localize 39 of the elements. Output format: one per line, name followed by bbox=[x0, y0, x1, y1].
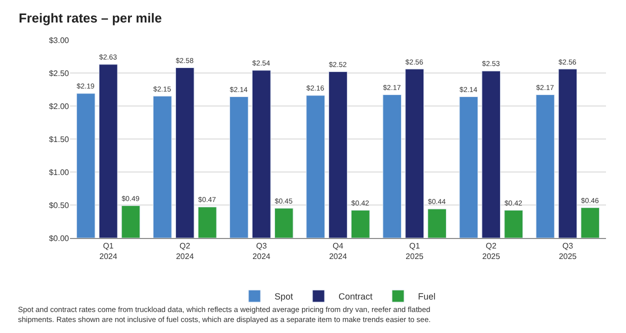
bar bbox=[274, 208, 294, 238]
bar bbox=[252, 70, 271, 238]
x-tick-label: Q1 2024 bbox=[99, 242, 118, 261]
y-tick-label: $2.00 bbox=[48, 102, 70, 111]
bar bbox=[504, 210, 524, 238]
legend-label: Fuel bbox=[418, 292, 436, 302]
bar bbox=[76, 93, 96, 238]
chart-title: Freight rates – per mile bbox=[18, 10, 162, 26]
y-tick-label: $0.00 bbox=[48, 234, 70, 243]
y-tick-label: $1.50 bbox=[48, 134, 70, 144]
legend-label: Spot bbox=[274, 292, 294, 302]
bar bbox=[98, 64, 118, 238]
bar bbox=[198, 206, 217, 238]
bar bbox=[306, 95, 325, 238]
legend-label: Contract bbox=[338, 292, 374, 302]
y-tick-label: $1.00 bbox=[48, 168, 70, 177]
x-tick-label: Q3 2024 bbox=[252, 242, 271, 261]
x-tick-label: Q3 2025 bbox=[558, 242, 578, 261]
y-tick-label: $2.50 bbox=[48, 68, 70, 78]
x-tick-label: Q2 2025 bbox=[482, 242, 501, 261]
bar bbox=[328, 71, 348, 238]
bar bbox=[536, 94, 555, 238]
bar bbox=[405, 68, 424, 238]
bar bbox=[459, 96, 478, 238]
bar bbox=[351, 210, 370, 238]
bar bbox=[482, 70, 501, 238]
bar bbox=[121, 205, 140, 238]
x-tick-label: Q1 2025 bbox=[406, 242, 424, 261]
y-tick-label: $3.00 bbox=[48, 36, 70, 45]
y-tick-label: $0.50 bbox=[48, 200, 70, 210]
bar bbox=[428, 208, 446, 238]
bar bbox=[152, 96, 172, 238]
bar bbox=[558, 68, 578, 238]
x-tick-label: Q4 2024 bbox=[329, 242, 348, 261]
bar bbox=[175, 67, 194, 238]
x-tick-label: Q2 2024 bbox=[176, 242, 194, 261]
bar bbox=[580, 207, 600, 238]
bar bbox=[230, 96, 248, 238]
bar bbox=[382, 94, 402, 238]
